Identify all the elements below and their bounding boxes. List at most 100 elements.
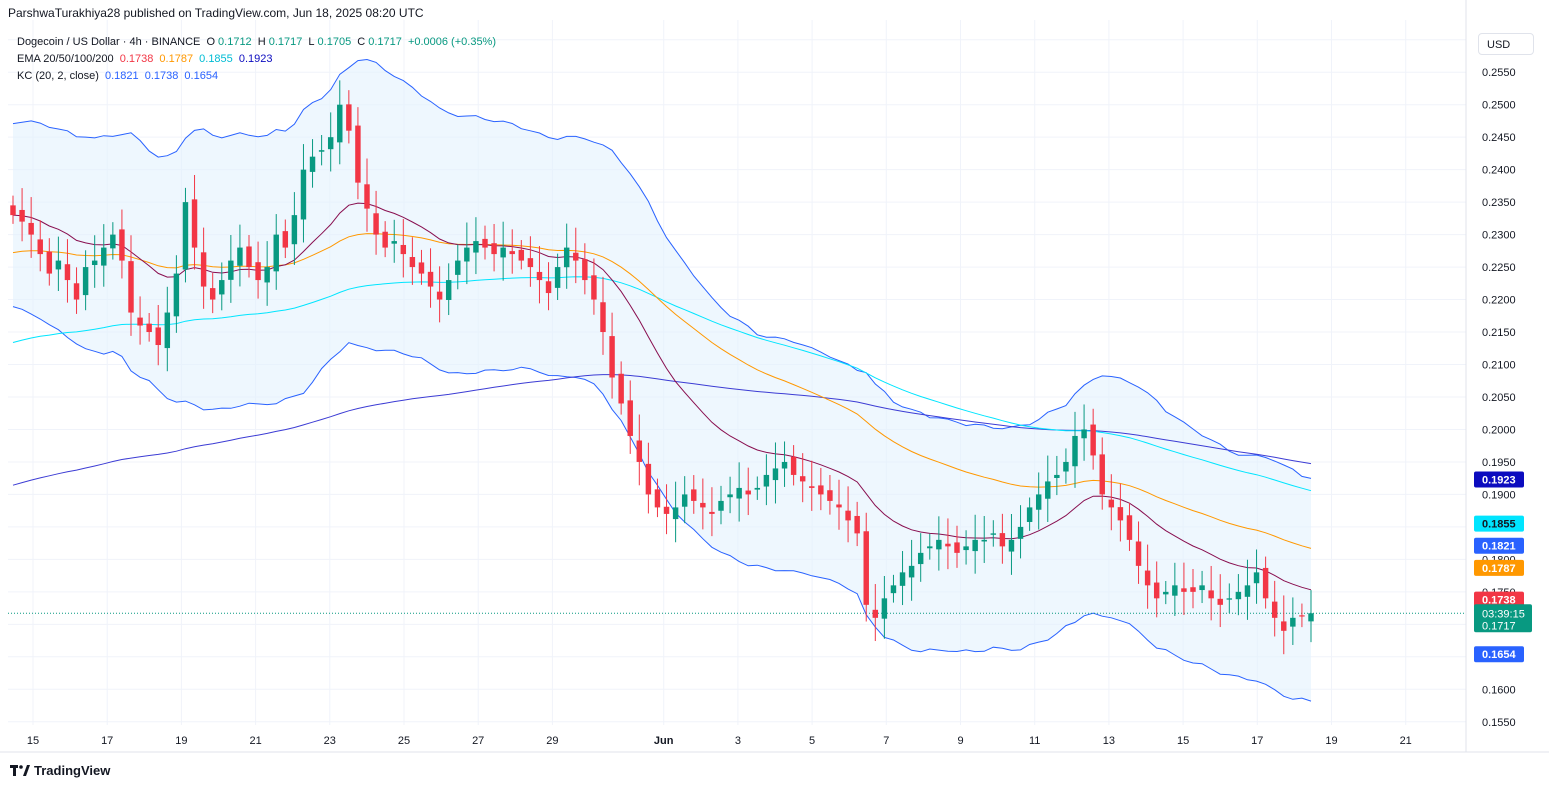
x-tick-label: 27 bbox=[472, 735, 484, 747]
candle-body bbox=[663, 506, 670, 514]
kc-label[interactable]: KC (20, 2, close) bbox=[17, 70, 99, 82]
candle-body bbox=[1035, 494, 1042, 510]
price-label: 0.1654 bbox=[1482, 649, 1517, 661]
y-tick-label: 0.2350 bbox=[1482, 197, 1516, 209]
candle-body bbox=[219, 280, 225, 295]
candle-body bbox=[945, 543, 951, 547]
candle-body bbox=[209, 288, 216, 300]
current-price-label-bg bbox=[1474, 604, 1532, 633]
close-label: C bbox=[357, 36, 366, 48]
candle-body bbox=[464, 247, 470, 262]
candle-body bbox=[46, 251, 53, 274]
legend-ema-row: EMA 20/50/100/200 0.1738 0.1787 0.1855 0… bbox=[17, 51, 499, 68]
y-tick-label: 0.1900 bbox=[1482, 489, 1516, 501]
candle-body bbox=[1126, 515, 1133, 540]
candle-body bbox=[1117, 507, 1124, 521]
candle-body bbox=[82, 267, 89, 296]
candle-body bbox=[700, 502, 706, 508]
candle-body bbox=[10, 205, 16, 216]
candle-body bbox=[19, 209, 25, 222]
y-tick-label: 0.1600 bbox=[1482, 684, 1516, 696]
candle-body bbox=[37, 239, 43, 255]
candle-body bbox=[981, 539, 987, 542]
x-tick-label: 13 bbox=[1103, 735, 1115, 747]
y-tick-label: 0.2550 bbox=[1482, 67, 1516, 79]
candle-body bbox=[990, 533, 997, 535]
candle-body bbox=[609, 336, 615, 378]
y-tick-label: 0.2250 bbox=[1482, 262, 1516, 274]
open-value: 0.1712 bbox=[218, 36, 252, 48]
candle-body bbox=[1217, 598, 1223, 605]
x-tick-label: 21 bbox=[249, 735, 261, 747]
price-axis[interactable]: 0.26000.25500.25000.24500.24000.23500.23… bbox=[1465, 0, 1516, 752]
candle-body bbox=[1063, 461, 1069, 472]
candle-body bbox=[1235, 591, 1242, 600]
candle-body bbox=[291, 215, 298, 245]
candle-body bbox=[255, 262, 261, 281]
candle-body bbox=[563, 247, 570, 268]
candle-body bbox=[709, 511, 715, 514]
low-label: L bbox=[308, 36, 315, 48]
candle-body bbox=[582, 259, 588, 281]
candle-body bbox=[491, 243, 497, 255]
candle-body bbox=[899, 572, 906, 586]
candle-body bbox=[509, 251, 515, 255]
candle-body bbox=[482, 238, 488, 248]
candle-body bbox=[1190, 587, 1196, 592]
candle-body bbox=[119, 229, 125, 261]
chart-legend: Dogecoin / US Dollar · 4h · BINANCE O 0.1… bbox=[17, 34, 499, 85]
y-tick-label: 0.2450 bbox=[1482, 132, 1516, 144]
currency-button[interactable]: USD bbox=[1478, 33, 1534, 55]
candle-body bbox=[164, 312, 171, 349]
x-tick-label: 7 bbox=[883, 735, 889, 747]
price-labels: 0.19230.18550.18210.17870.17380.17380.16… bbox=[1474, 471, 1532, 663]
x-tick-label: 15 bbox=[1177, 735, 1189, 747]
ema-label[interactable]: EMA 20/50/100/200 bbox=[17, 53, 114, 65]
candle-body bbox=[836, 504, 842, 508]
keltner-channel-fill bbox=[13, 59, 1311, 702]
candle-body bbox=[1290, 617, 1296, 627]
candle-body bbox=[1072, 435, 1078, 467]
y-tick-label: 0.2150 bbox=[1482, 327, 1516, 339]
candle-body bbox=[191, 199, 198, 248]
candle-body bbox=[200, 252, 207, 287]
candle-body bbox=[1144, 570, 1151, 586]
candle-body bbox=[1108, 499, 1115, 508]
candle-body bbox=[1308, 613, 1314, 622]
symbol-title[interactable]: Dogecoin / US Dollar · 4h · BINANCE bbox=[17, 36, 201, 48]
candle-body bbox=[1199, 585, 1205, 591]
x-tick-label: 25 bbox=[398, 735, 410, 747]
candle-body bbox=[318, 150, 325, 152]
price-label: 0.1821 bbox=[1482, 541, 1516, 553]
x-tick-label: 17 bbox=[101, 735, 113, 747]
candle-body bbox=[1172, 585, 1178, 596]
candle-body bbox=[763, 474, 770, 487]
candle-body bbox=[999, 533, 1006, 547]
candle-body bbox=[809, 486, 815, 488]
candle-body bbox=[1281, 621, 1287, 631]
tradingview-brand[interactable]: TradingView bbox=[10, 763, 110, 778]
price-label: 0.1855 bbox=[1482, 519, 1516, 531]
candle-body bbox=[627, 400, 633, 436]
candle-body bbox=[382, 231, 388, 248]
x-tick-label: 19 bbox=[1325, 735, 1337, 747]
candle-body bbox=[445, 280, 452, 300]
candle-body bbox=[545, 281, 552, 294]
candle-body bbox=[1045, 481, 1051, 499]
candle-body bbox=[110, 234, 116, 249]
x-tick-label: 17 bbox=[1251, 735, 1263, 747]
y-tick-label: 0.2100 bbox=[1482, 360, 1516, 372]
price-label-bg bbox=[1474, 537, 1524, 554]
candle-body bbox=[554, 267, 561, 288]
candle-body bbox=[173, 273, 180, 317]
candle-body bbox=[1090, 424, 1096, 456]
time-axis[interactable]: 15 17 19 21 23 25 27 29 Jun 3 5 7 9 11 13 15 17 19 21 bbox=[0, 735, 1549, 753]
candle-body bbox=[818, 485, 824, 495]
candle-body bbox=[718, 500, 724, 511]
candle-body bbox=[264, 267, 270, 283]
high-value: 0.1717 bbox=[268, 36, 303, 48]
ema200-value: 0.1923 bbox=[238, 53, 273, 65]
candle-body bbox=[863, 531, 869, 605]
close-value: 0.1717 bbox=[368, 36, 402, 48]
